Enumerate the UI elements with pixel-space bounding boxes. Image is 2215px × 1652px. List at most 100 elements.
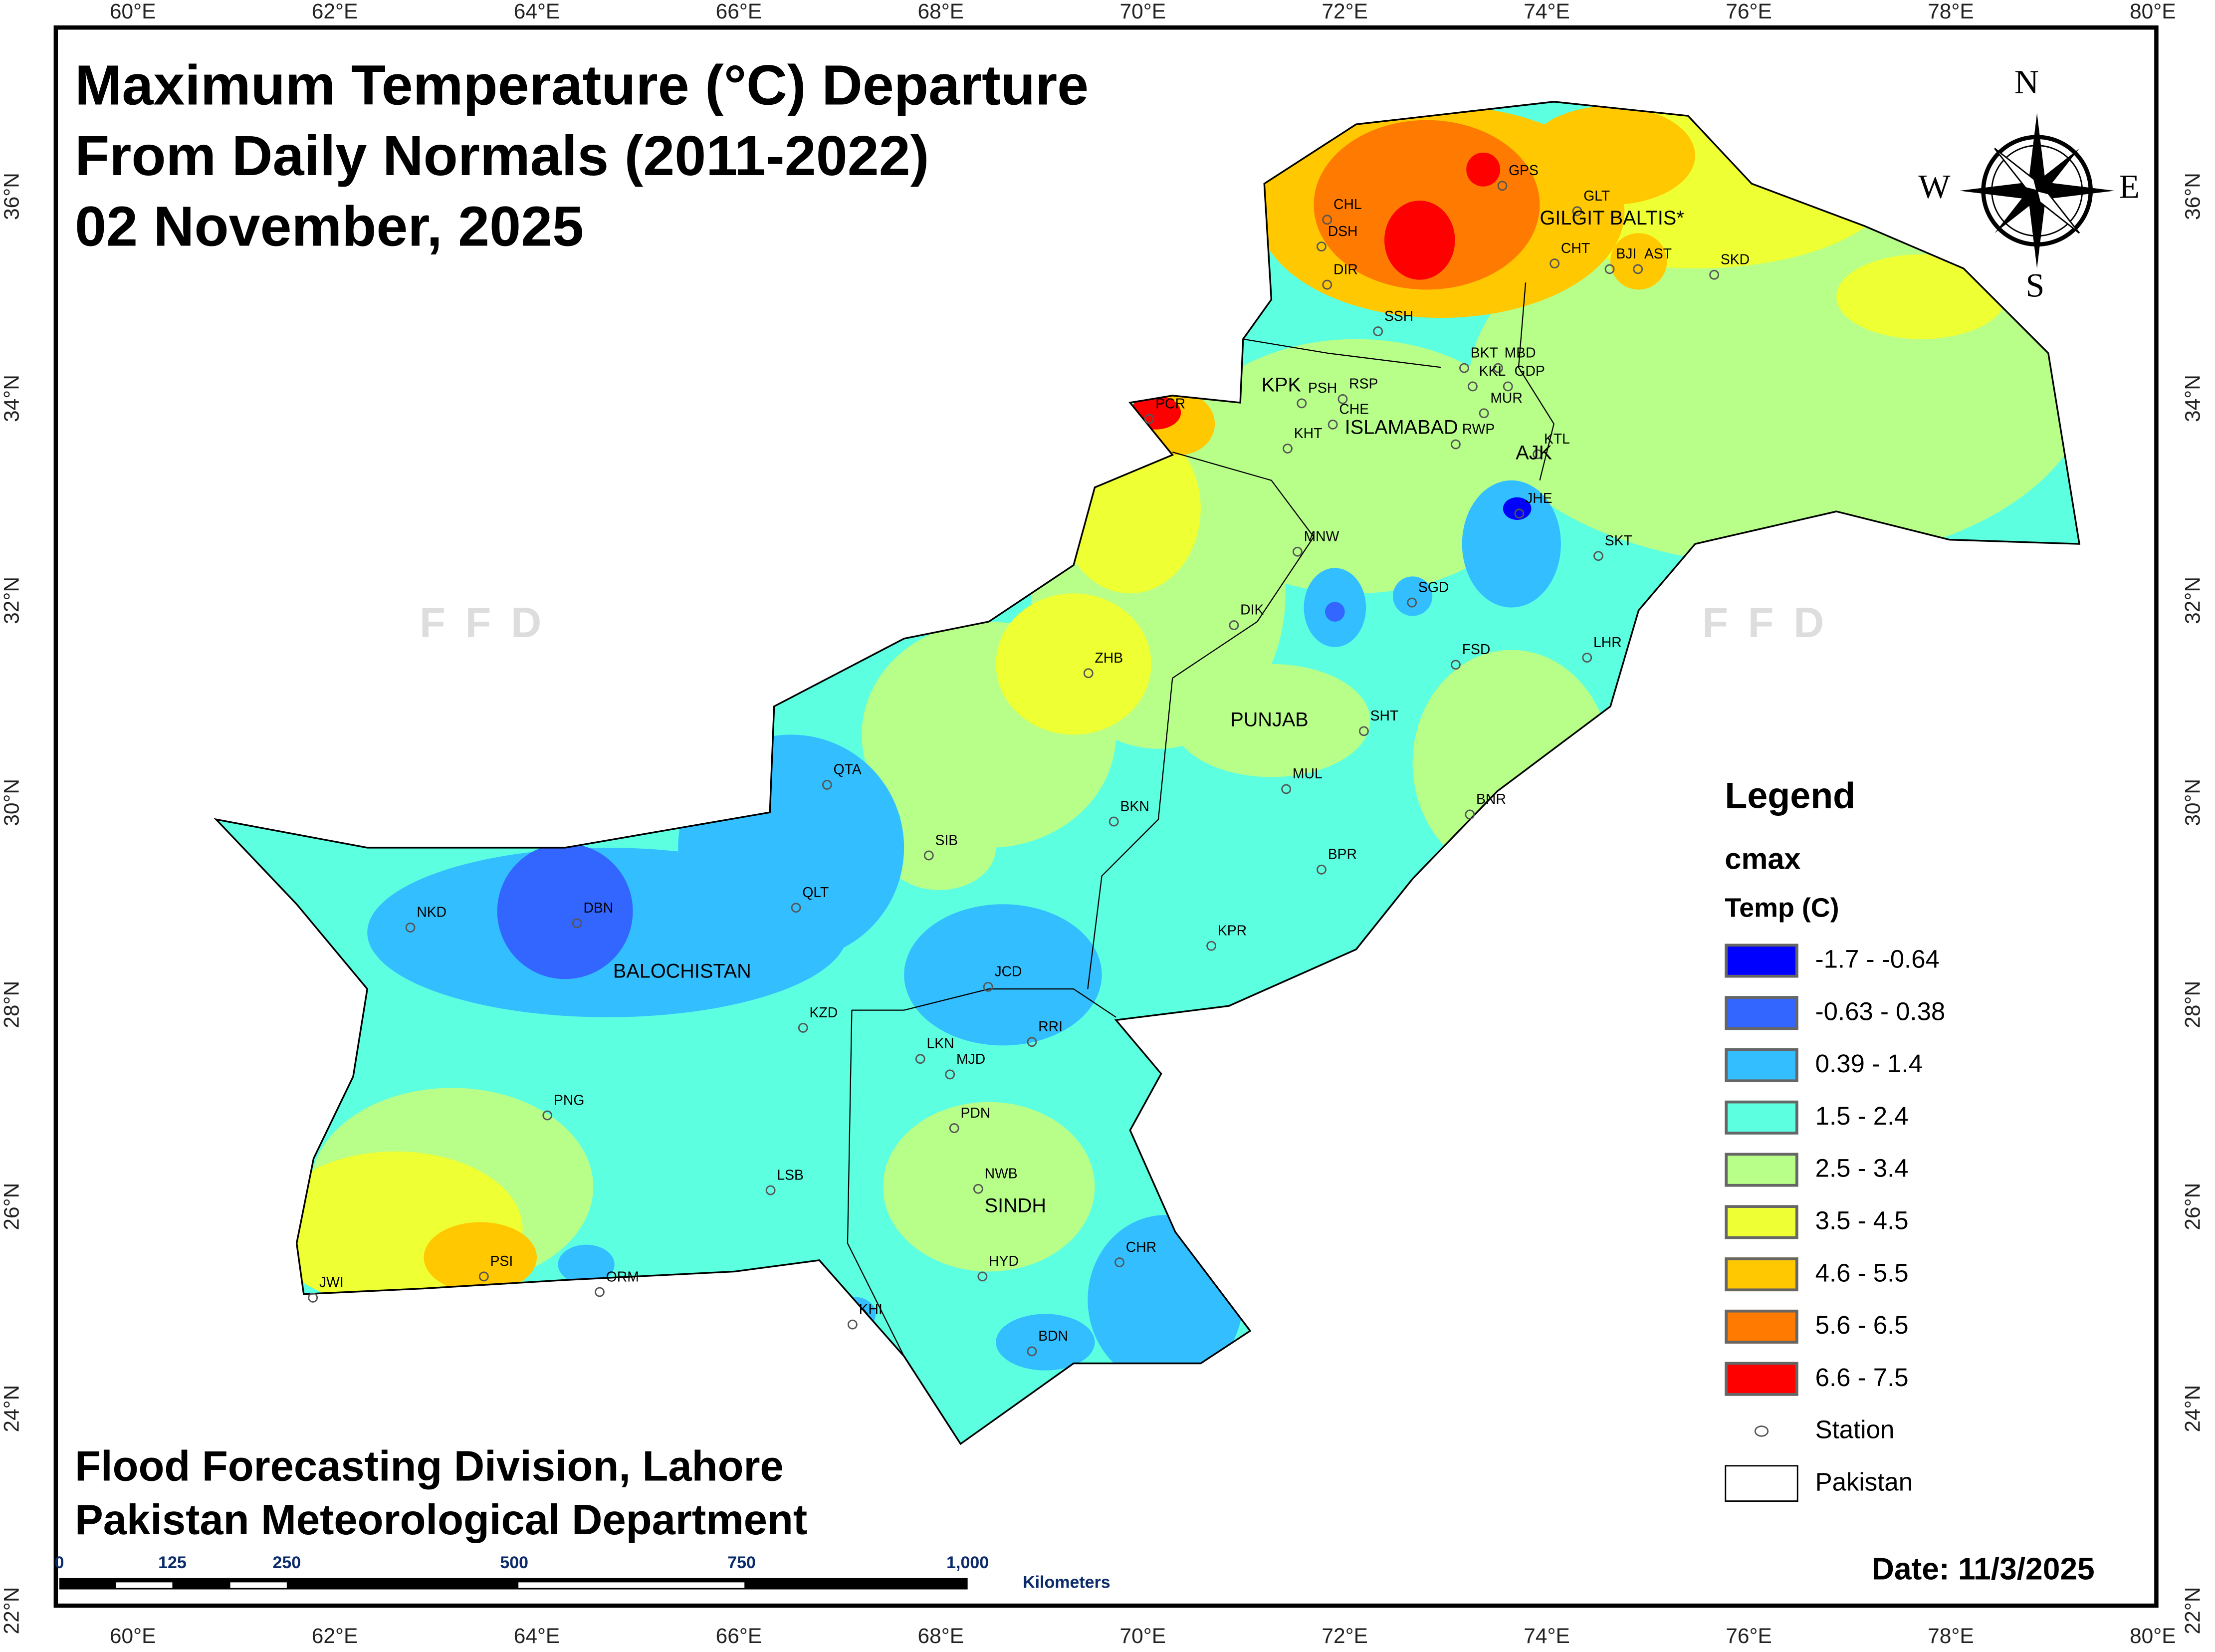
station-label: MUR (1490, 391, 1523, 407)
station-marker[interactable] (1451, 439, 1461, 450)
station-marker[interactable] (1027, 1037, 1037, 1047)
station-marker[interactable] (1317, 241, 1327, 252)
station-marker[interactable] (973, 1183, 983, 1194)
station-marker[interactable] (542, 1110, 553, 1121)
station-label: GLT (1583, 189, 1610, 205)
credit-line: Flood Forecasting Division, Lahore (75, 1443, 784, 1491)
lon-tick-label: 72°E (1322, 1625, 1368, 1649)
station-marker[interactable] (1206, 941, 1217, 951)
station-label: KZD (809, 1006, 838, 1022)
station-marker[interactable] (1451, 660, 1461, 670)
station-marker[interactable] (1083, 668, 1094, 679)
station-label: DBN (583, 901, 614, 917)
station-marker[interactable] (798, 1023, 808, 1033)
legend-item: 2.5 - 3.4 (1725, 1143, 1945, 1195)
station-marker[interactable] (1283, 444, 1293, 454)
station-label: JHE (1526, 491, 1552, 507)
station-marker[interactable] (983, 981, 993, 992)
station-label: GPS (1509, 164, 1539, 180)
lon-tick-label: 64°E (513, 1625, 560, 1649)
lon-tick-label: 76°E (1726, 0, 1772, 24)
station-label: PSI (490, 1254, 513, 1270)
lon-tick-label: 68°E (917, 1625, 964, 1649)
station-marker[interactable] (1503, 381, 1513, 392)
station-marker[interactable] (1550, 258, 1560, 269)
station-label: SKT (1604, 534, 1632, 550)
station-label: SIB (935, 833, 958, 849)
station-marker[interactable] (1144, 414, 1154, 424)
station-label: NKD (417, 906, 447, 922)
station-marker[interactable] (915, 1054, 925, 1064)
legend-item: 6.6 - 7.5 (1725, 1352, 1945, 1405)
lon-tick-label: 70°E (1119, 0, 1166, 24)
station-marker[interactable] (847, 1319, 858, 1330)
station-marker[interactable] (1292, 546, 1303, 557)
station-marker[interactable] (1709, 269, 1720, 280)
station-marker[interactable] (1459, 363, 1469, 373)
station-marker[interactable] (1493, 363, 1503, 373)
legend-layer: cmax (1725, 843, 1801, 876)
station-marker[interactable] (791, 903, 801, 913)
station-marker[interactable] (1593, 551, 1603, 561)
boundary-swatch (1725, 1464, 1798, 1501)
station-marker[interactable] (1317, 864, 1327, 875)
station-label: RWP (1462, 422, 1495, 438)
station-marker[interactable] (1465, 809, 1475, 820)
station-marker[interactable] (478, 1271, 489, 1282)
station-marker[interactable] (1322, 279, 1332, 290)
station-marker[interactable] (1468, 381, 1478, 392)
station-marker[interactable] (1533, 449, 1543, 460)
station-marker[interactable] (977, 1271, 988, 1282)
station-marker[interactable] (945, 1069, 955, 1080)
station-marker[interactable] (1407, 597, 1417, 608)
station-marker[interactable] (923, 850, 934, 861)
station-marker[interactable] (1337, 394, 1348, 404)
legend-field: Temp (C) (1725, 894, 1839, 924)
station-marker[interactable] (1322, 215, 1332, 225)
title-line: From Daily Normals (2011-2022) (75, 126, 929, 188)
station-marker[interactable] (595, 1287, 605, 1297)
station-label: BKN (1120, 799, 1149, 815)
station-label: BNR (1476, 792, 1506, 808)
legend-label: 3.5 - 4.5 (1815, 1206, 1909, 1235)
station-label: RRI (1038, 1020, 1063, 1036)
station-marker[interactable] (1633, 264, 1643, 274)
station-marker[interactable] (1229, 620, 1239, 630)
station-marker[interactable] (572, 918, 582, 929)
station-marker[interactable] (1328, 419, 1338, 430)
station-label: MUL (1292, 767, 1323, 783)
station-marker[interactable] (405, 923, 416, 933)
station-marker[interactable] (1497, 181, 1508, 191)
station-symbol-icon (1754, 1424, 1769, 1436)
station-marker[interactable] (1604, 264, 1615, 274)
map-title: Maximum Temperature (°C) Departure From … (75, 51, 1089, 263)
compass-e: E (2119, 169, 2140, 207)
station-marker[interactable] (1027, 1346, 1037, 1357)
station-label: AST (1644, 247, 1672, 263)
station-marker[interactable] (1373, 326, 1383, 336)
station-marker[interactable] (1297, 398, 1307, 409)
station-marker[interactable] (1582, 653, 1592, 663)
station-marker[interactable] (1514, 508, 1525, 519)
station-marker[interactable] (822, 780, 832, 790)
scale-label: 0 (54, 1552, 64, 1573)
lon-tick-label: 70°E (1119, 1625, 1166, 1649)
legend-item: 3.5 - 4.5 (1725, 1195, 1945, 1248)
legend-swatch (1725, 1256, 1798, 1291)
station-marker[interactable] (1108, 816, 1119, 827)
region-label: BALOCHISTAN (613, 959, 751, 982)
station-label: QTA (833, 763, 862, 779)
station-marker[interactable] (1572, 206, 1582, 217)
station-marker[interactable] (1281, 784, 1292, 794)
legend-boundary: Pakistan (1725, 1456, 1945, 1509)
station-marker[interactable] (308, 1292, 318, 1303)
station-marker[interactable] (765, 1185, 776, 1195)
station-marker[interactable] (1358, 726, 1369, 736)
station-label: MJD (956, 1052, 986, 1068)
station-marker[interactable] (1114, 1257, 1124, 1267)
lon-tick-label: 62°E (311, 1625, 358, 1649)
station-marker[interactable] (949, 1123, 959, 1133)
station-marker[interactable] (1479, 408, 1489, 419)
station-label: HYD (989, 1254, 1019, 1270)
